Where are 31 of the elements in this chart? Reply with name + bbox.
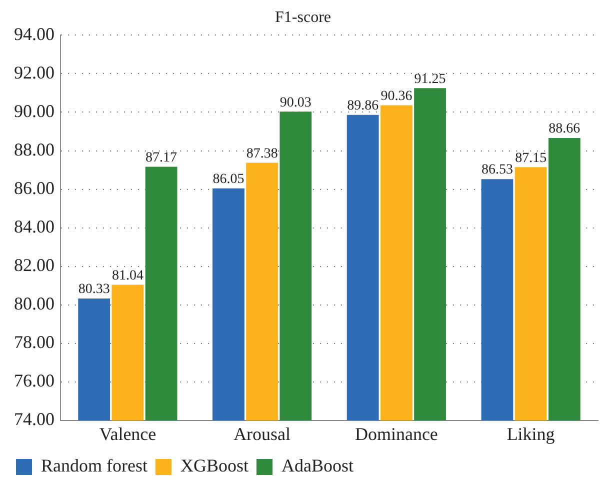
y-tick-label: 88.00 xyxy=(14,139,54,160)
data-label: 91.25 xyxy=(414,72,446,87)
data-label: 87.38 xyxy=(246,146,278,162)
data-label: 87.15 xyxy=(515,150,547,166)
x-tick-label: Arousal xyxy=(234,424,291,444)
y-tick-label: 84.00 xyxy=(14,216,54,237)
data-label: 87.17 xyxy=(146,150,178,166)
data-label: 89.86 xyxy=(347,98,379,114)
legend-label: Random forest xyxy=(41,456,148,476)
x-tick-label: Valence xyxy=(99,424,156,444)
x-tick-label: Liking xyxy=(506,424,555,444)
y-tick-label: 92.00 xyxy=(14,62,54,82)
data-label: 86.05 xyxy=(212,172,244,187)
y-tick-label: 90.00 xyxy=(14,100,54,121)
y-tick-label: 82.00 xyxy=(14,255,54,276)
data-label: 90.03 xyxy=(280,95,312,110)
y-tick-label: 76.00 xyxy=(14,370,54,391)
chart-title: F1-score xyxy=(275,8,331,26)
x-tick-label: Dominance xyxy=(354,424,438,444)
data-label: 81.04 xyxy=(112,268,144,284)
data-label: 80.33 xyxy=(78,282,110,298)
legend-label: XGBoost xyxy=(180,456,248,476)
y-tick-label: 80.00 xyxy=(14,294,54,314)
y-tick-label: 74.00 xyxy=(14,409,54,430)
y-tick-label: 78.00 xyxy=(14,332,54,352)
data-label: 88.66 xyxy=(548,122,580,137)
y-tick-label: 86.00 xyxy=(14,178,54,198)
data-label: 90.36 xyxy=(380,88,412,104)
legend-label: AdaBoost xyxy=(281,456,354,476)
data-label: 86.53 xyxy=(481,162,513,178)
y-tick-label: 94.00 xyxy=(14,24,54,44)
